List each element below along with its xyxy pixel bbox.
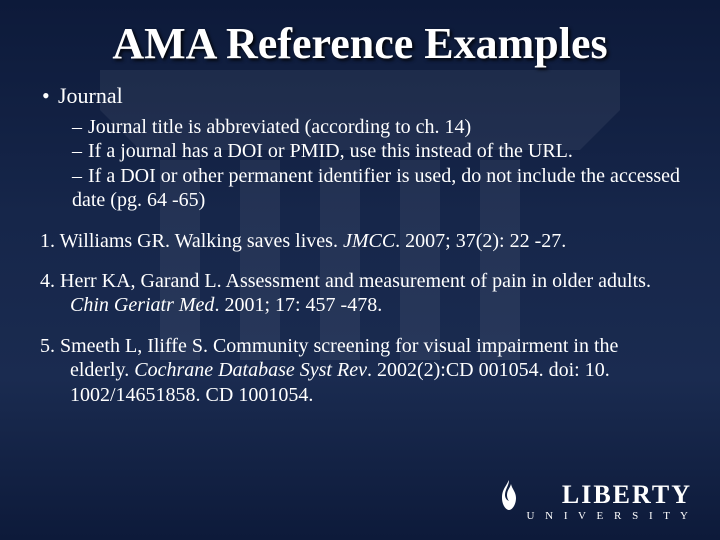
sub-bullet-text: If a journal has a DOI or PMID, use this… <box>88 140 573 162</box>
logo-text-main: LIBERTY <box>526 482 692 508</box>
slide: AMA Reference Examples •Journal –Journal… <box>0 0 720 540</box>
ref-pre: Williams GR. Walking saves lives. <box>60 230 343 252</box>
reference-item: 5. Smeeth L, Iliffe S. Community screeni… <box>40 334 680 407</box>
bullet-text: Journal <box>58 83 123 108</box>
logo-text-sub: U N I V E R S I T Y <box>526 510 692 522</box>
flame-icon <box>498 480 520 510</box>
bullet-level1: •Journal <box>42 83 680 109</box>
sub-bullet-text: If a DOI or other permanent identifier i… <box>72 165 680 211</box>
liberty-logo: LIBERTY U N I V E R S I T Y <box>526 482 692 522</box>
reference-item: 1. Williams GR. Walking saves lives. JMC… <box>40 229 680 253</box>
ref-post: . 2001; 17: 457 -478. <box>214 294 382 316</box>
dash-glyph: – <box>72 139 88 163</box>
ref-pre: Herr KA, Garand L. Assessment and measur… <box>60 270 651 292</box>
bullet-level2: –Journal title is abbreviated (according… <box>72 115 680 139</box>
ref-post: . 2007; 37(2): 22 -27. <box>395 230 566 252</box>
ref-italic: Cochrane Database Syst Rev <box>134 359 367 381</box>
reference-item: 4. Herr KA, Garand L. Assessment and mea… <box>40 269 680 318</box>
bullet-level2: –If a DOI or other permanent identifier … <box>72 164 680 213</box>
references: 1. Williams GR. Walking saves lives. JMC… <box>40 229 680 407</box>
bullet-level2: –If a journal has a DOI or PMID, use thi… <box>72 139 680 163</box>
ref-italic: JMCC <box>343 230 395 252</box>
bullet-glyph: • <box>42 83 58 109</box>
sub-bullet-text: Journal title is abbreviated (according … <box>88 116 471 138</box>
dash-glyph: – <box>72 115 88 139</box>
content-area: •Journal –Journal title is abbreviated (… <box>40 83 680 407</box>
ref-italic: Chin Geriatr Med <box>70 294 214 316</box>
ref-num: 5. <box>40 335 55 357</box>
slide-title: AMA Reference Examples <box>40 18 680 69</box>
ref-num: 1. <box>40 230 55 252</box>
dash-glyph: – <box>72 164 88 188</box>
ref-num: 4. <box>40 270 55 292</box>
